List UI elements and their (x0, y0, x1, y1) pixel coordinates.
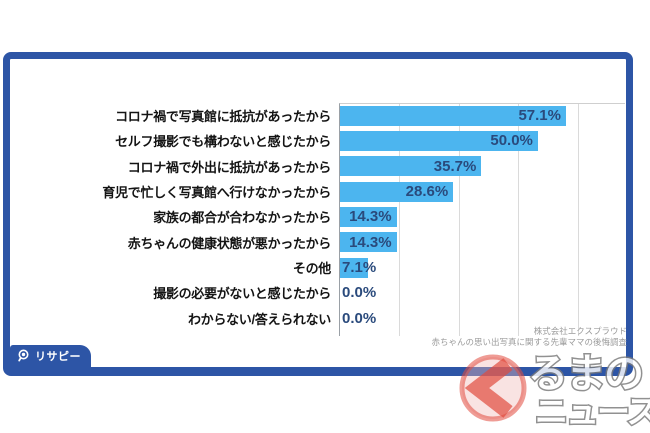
risapee-logo-tab: リサピー (10, 345, 91, 367)
value-label: 50.0% (490, 132, 533, 150)
bar-row: セルフ撮影でも構わないと感じたから 50.0% (10, 128, 626, 153)
bar-row: 赤ちゃんの健康状態が悪かったから 14.3% (10, 230, 626, 255)
source-note: 株式会社エクスプラウド 赤ちゃんの思い出写真に関する先輩ママの後悔調査 (431, 326, 627, 348)
bar-cell: 28.6% (339, 179, 624, 204)
bar (340, 105, 566, 126)
category-label: その他 (292, 261, 331, 277)
bar-row: 家族の都合が合わなかったから 14.3% (10, 204, 626, 229)
value-label: 7.1% (342, 258, 377, 276)
bar (340, 257, 369, 278)
bar-cell: 7.1% (339, 255, 624, 280)
value-label: 57.1% (518, 107, 561, 124)
bar-row: わからない/答えられない 0.0% (10, 306, 626, 331)
bar-cell: 14.3% (339, 204, 624, 229)
bar-cell: 57.1% (339, 103, 624, 128)
bar (340, 156, 482, 177)
bar-cell: 0.0% (339, 280, 624, 305)
value-label: 35.7% (433, 157, 477, 175)
value-label: 14.3% (349, 233, 392, 251)
source-company: 株式会社エクスプラウド (533, 326, 627, 336)
value-label: 0.0% (342, 284, 377, 302)
bar-cell: 35.7% (339, 154, 624, 179)
risapee-pin-icon (18, 349, 29, 362)
bar-row: コロナ禍で写真館に抵抗があったから 57.1% (10, 103, 626, 128)
rows-layer: コロナ禍で写真館に抵抗があったから 57.1% セルフ撮影でも構わないと感じたから 5… (10, 103, 626, 331)
bar (340, 181, 454, 202)
bar (340, 130, 538, 151)
bar-row: その他 7.1% (10, 255, 626, 280)
value-label: 14.3% (349, 208, 392, 226)
source-survey-title: 赤ちゃんの思い出写真に関する先輩ママの後悔調査 (431, 337, 627, 347)
svg-text:ニュース: ニュース (535, 392, 650, 431)
category-label: コロナ禍で写真館に抵抗があったから (115, 109, 331, 125)
gridline (458, 104, 460, 336)
value-label: 28.6% (405, 182, 449, 200)
gridline (399, 104, 401, 336)
category-label: わからない/答えられない (187, 311, 331, 327)
bar (340, 232, 397, 253)
category-label: 撮影の必要がないと感じたから (153, 286, 331, 302)
gridline (577, 104, 579, 336)
bar-cell: 0.0% (339, 306, 624, 331)
value-label: 0.0% (342, 309, 377, 327)
bar-row: コロナ禍で外出に抵抗があったから 35.7% (10, 154, 626, 179)
bar-cell: 14.3% (339, 230, 624, 255)
category-label: 育児で忙しく写真館へ行けなかったから (102, 185, 331, 201)
bar (340, 206, 397, 227)
bar-row: 育児で忙しく写真館へ行けなかったから 28.6% (10, 179, 626, 204)
bar-cell: 50.0% (339, 128, 624, 153)
grid-layer (339, 103, 625, 336)
category-label: セルフ撮影でも構わないと感じたから (115, 134, 331, 150)
category-label: 家族の都合が合わなかったから (153, 210, 331, 226)
risapee-label: リサピー (35, 351, 81, 363)
gridline (518, 104, 520, 336)
category-label: コロナ禍で外出に抵抗があったから (127, 159, 332, 175)
bar-row: 撮影の必要がないと感じたから 0.0% (10, 280, 626, 305)
category-label: 赤ちゃんの健康状態が悪かったから (127, 235, 332, 251)
chart-card: コロナ禍で写真館に抵抗があったから 57.1% セルフ撮影でも構わないと感じたから 5… (3, 52, 633, 376)
